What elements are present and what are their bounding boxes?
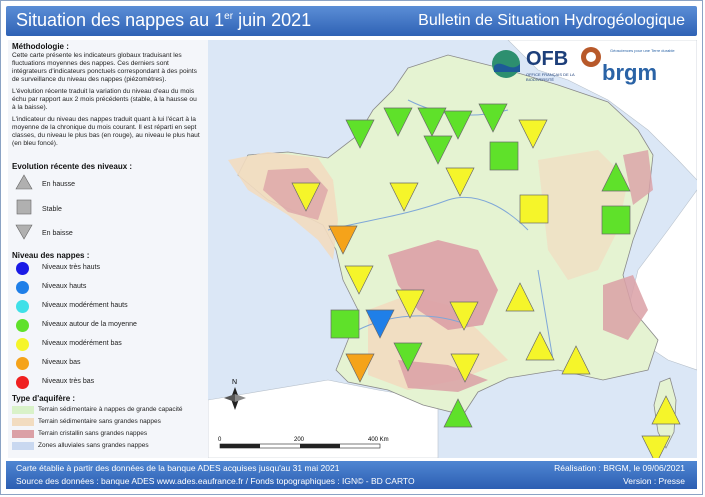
- aquifer-marker-down: [393, 342, 423, 372]
- footer-bar: Carte établie à partir des données de la…: [6, 461, 697, 489]
- aquifer-marker-down: [445, 167, 475, 197]
- level-swatch-1: [16, 281, 29, 294]
- scale-label-200: 200: [294, 437, 305, 443]
- level-label-6: Niveaux très bas: [42, 378, 95, 385]
- aquifer-marker-down: [443, 110, 473, 140]
- aquifer-label-0: Terrain sédimentaire à nappes de grande …: [38, 406, 183, 413]
- aquifer-marker-square: [601, 205, 631, 235]
- alps-zone: [603, 275, 648, 340]
- aquifer-marker-down: [345, 119, 375, 149]
- pyrenees-zone: [398, 360, 488, 392]
- level-swatch-2: [16, 300, 29, 313]
- marker-layer: [291, 103, 681, 458]
- evolution-item-stable: Stable: [42, 206, 62, 213]
- level-swatch-6: [16, 376, 29, 389]
- aquifer-marker-square: [489, 141, 519, 171]
- evolution-symbols: [15, 174, 33, 240]
- falling-triangle-icon: [15, 224, 33, 240]
- header-bar: Situation des nappes au 1er juin 2021 Bu…: [6, 6, 697, 36]
- footer-line2-right: Version : Presse: [623, 476, 685, 486]
- aquifer-marker-up: [601, 162, 631, 192]
- aquifer-label-2: Terrain cristallin sans grandes nappes: [38, 430, 148, 437]
- brgm-logo-text: brgm: [602, 60, 657, 85]
- eastern-zone: [538, 150, 628, 280]
- evolution-item-falling: En baisse: [42, 230, 73, 237]
- aquifer-marker-down: [478, 103, 508, 133]
- aquifer-marker-down: [450, 353, 480, 383]
- aquifer-marker-up: [505, 282, 535, 312]
- aquifer-marker-up: [443, 398, 473, 428]
- aquifer-swatch-1: [12, 418, 34, 426]
- levels-heading: Niveau des nappes :: [12, 251, 90, 260]
- map-canvas: N 0 200 400 Km: [208, 40, 697, 458]
- level-swatch-0: [16, 262, 29, 275]
- aquifer-swatch-0: [12, 406, 34, 414]
- aquifer-marker-down: [518, 119, 548, 149]
- ofb-logo-sub: OFFICE FRANÇAIS DE LA BIODIVERSITÉ: [526, 72, 575, 82]
- aquifer-label-1: Terrain sédimentaire sans grandes nappes: [38, 418, 161, 425]
- stable-square-icon: [16, 199, 32, 215]
- aquifer-marker-down: [345, 353, 375, 383]
- aquifer-marker-down: [417, 107, 447, 137]
- footer-line1-left: Carte établie à partir des données de la…: [16, 463, 340, 473]
- aquifer-heading: Type d'aquifère :: [12, 394, 76, 403]
- level-swatch-3: [16, 319, 29, 332]
- level-label-4: Niveaux modérément bas: [42, 340, 122, 347]
- aquifer-marker-down: [365, 309, 395, 339]
- level-swatch-5: [16, 357, 29, 370]
- aquifer-marker-square: [330, 309, 360, 339]
- aquifer-marker-down: [641, 435, 671, 458]
- aquifer-marker-down: [389, 182, 419, 212]
- methodology-heading: Méthodologie :: [12, 42, 69, 51]
- armorican-massif: [263, 168, 328, 220]
- level-label-5: Niveaux bas: [42, 359, 81, 366]
- level-label-1: Niveaux hauts: [42, 283, 87, 290]
- neighbour-north: [507, 40, 697, 181]
- level-label-0: Niveaux très hauts: [42, 264, 100, 271]
- scale-label-400: 400 Km: [368, 437, 389, 443]
- methodology-p3: L'indicateur du niveau des nappes tradui…: [12, 116, 200, 147]
- aquifer-marker-up: [561, 345, 591, 375]
- scale-label-0: 0: [218, 437, 222, 443]
- aquifer-marker-square: [519, 194, 549, 224]
- footer-line2-left: Source des données : banque ADES www.ade…: [16, 476, 415, 486]
- evolution-item-rising: En hausse: [42, 181, 76, 188]
- france-map: N 0 200 400 Km: [208, 40, 697, 458]
- aquifer-marker-down: [344, 265, 374, 295]
- aquifer-marker-up: [651, 395, 681, 425]
- page-title: Situation des nappes au 1er juin 2021: [16, 10, 312, 30]
- aquifer-label-3: Zones alluviales sans grandes nappes: [38, 442, 149, 449]
- aquifer-swatch-3: [12, 442, 34, 450]
- aquifer-marker-down: [395, 289, 425, 319]
- ofb-logo-icon: [492, 50, 520, 78]
- evolution-heading: Evolution récente des niveaux :: [12, 162, 133, 171]
- rhone-river: [537, 269, 554, 361]
- aquifer-marker-down: [423, 135, 453, 165]
- north-label: N: [232, 379, 237, 386]
- aquifer-marker-up: [525, 331, 555, 361]
- loire-river: [327, 196, 529, 231]
- france-mainland: [237, 54, 659, 416]
- rising-triangle-icon: [15, 174, 33, 190]
- brgm-logo-sub: Géosciences pour une Terre durable: [610, 48, 675, 53]
- aquifer-marker-down: [328, 225, 358, 255]
- level-label-3: Niveaux autour de la moyenne: [42, 321, 137, 328]
- footer-line1-right: Réalisation : BRGM, le 09/06/2021: [554, 463, 685, 473]
- page-subtitle: Bulletin de Situation Hydrogéologique: [418, 12, 685, 29]
- level-label-2: Niveaux modérément hauts: [42, 302, 128, 309]
- logos-block: OFB OFFICE FRANÇAIS DE LA BIODIVERSITÉ b…: [490, 44, 695, 88]
- ofb-logo-text: OFB: [526, 48, 569, 70]
- aquifer-swatch-2: [12, 430, 34, 438]
- brgm-logo-icon: [581, 47, 601, 67]
- aquifer-marker-down: [291, 182, 321, 212]
- legend-panel: Méthodologie : Cette carte présente les …: [8, 40, 208, 458]
- aquifer-marker-down: [383, 107, 413, 137]
- methodology-p2: L'évolution récente traduit la variation…: [12, 88, 197, 111]
- north-arrow-icon: [224, 387, 246, 410]
- methodology-p1: Cette carte présente les indicateurs glo…: [12, 52, 197, 83]
- level-swatch-4: [16, 338, 29, 351]
- aquifer-marker-down: [449, 301, 479, 331]
